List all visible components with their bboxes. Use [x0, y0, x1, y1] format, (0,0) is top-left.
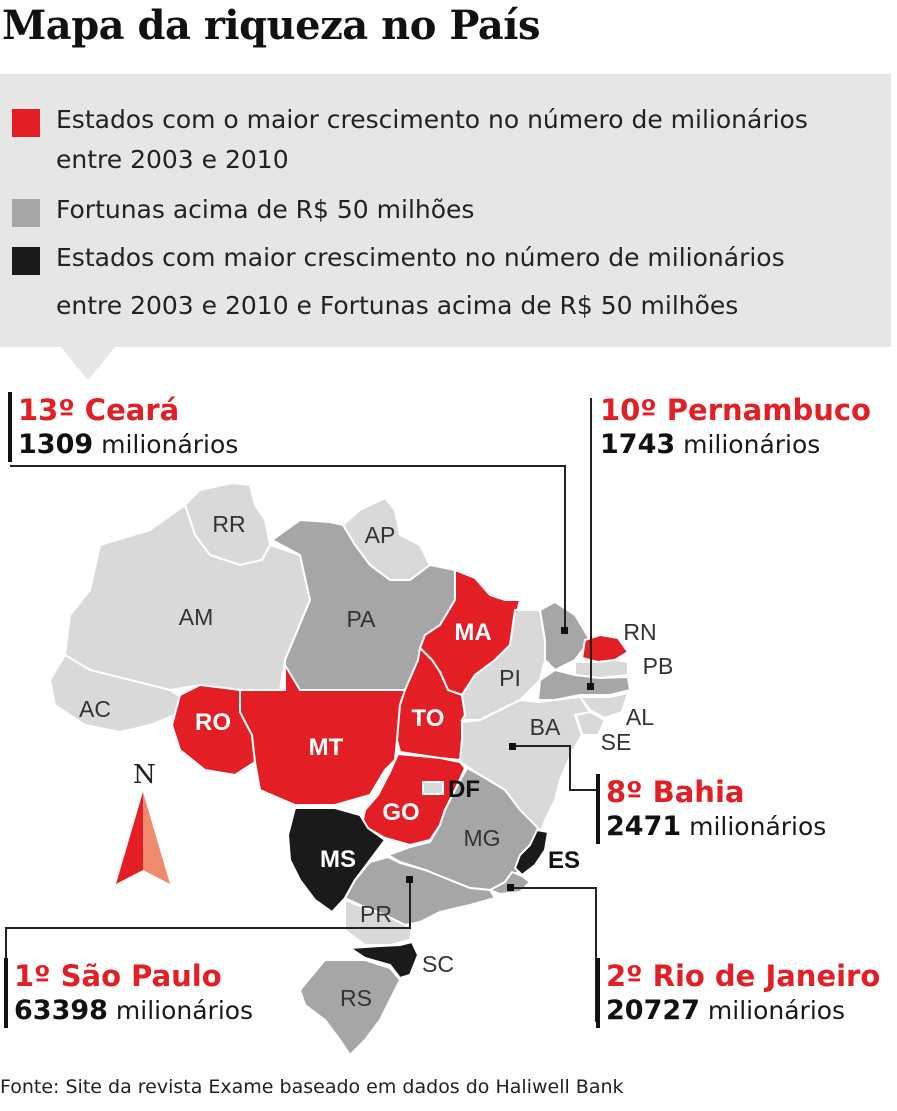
compass-label: N [133, 760, 156, 790]
legend-item-both: Estados com maior crescimento no número … [12, 243, 785, 326]
state-RN [580, 633, 630, 664]
callout-ceara-rank: 13º Ceará [18, 393, 180, 427]
label-TO: TO [412, 705, 445, 732]
label-AC: AC [79, 696, 111, 722]
label-RR: RR [212, 511, 245, 537]
callout-rio-number: 20727 [606, 995, 700, 1026]
state-labels-dark: DF ES [448, 776, 580, 874]
callout-sao-paulo-unit: milionários [115, 996, 254, 1025]
source-note: Fonte: Site da revista Exame baseado em … [0, 1076, 624, 1098]
legend-swatch-red [12, 109, 40, 137]
legend-swatch-black [12, 247, 40, 275]
callout-pernambuco-rank: 10º Pernambuco [600, 393, 871, 427]
callout-bahia-rank: 8º Bahia [606, 775, 745, 809]
legend-label-both: Estados com maior crescimento no número … [56, 243, 785, 320]
callout-ceara-unit: milionários [101, 430, 239, 459]
legend-pointer [60, 346, 116, 380]
label-PA: PA [347, 606, 377, 632]
callout-sao-paulo-number: 63398 [14, 995, 108, 1026]
callout-ceara: 13º Ceará 1309 milionários [8, 392, 238, 462]
state-labels: RR AP AM PA AC PI RN PB AL SE BA MG PR S… [79, 511, 673, 1011]
legend-label-growth: Estados com o maior crescimento no númer… [56, 105, 808, 174]
label-ES: ES [548, 847, 580, 874]
label-SE: SE [601, 729, 632, 755]
leader-ceara [10, 465, 566, 630]
state-SC [346, 940, 420, 980]
label-SC: SC [422, 951, 454, 977]
callout-ceara-number: 1309 [18, 429, 94, 460]
label-MT: MT [309, 734, 344, 761]
state-RS [298, 959, 402, 1057]
callout-sao-paulo-rank: 1º São Paulo [14, 959, 222, 993]
legend-swatch-gray [12, 199, 40, 227]
label-AM: AM [179, 604, 214, 630]
legend-panel: Estados com o maior crescimento no númer… [0, 74, 891, 347]
north-arrow-icon [116, 792, 170, 884]
legend-label-fortune: Fortunas acima de R$ 50 milhões [56, 195, 475, 224]
label-RO: RO [195, 709, 231, 736]
page-title: Mapa da riqueza no País [2, 2, 540, 49]
legend-item-growth: Estados com o maior crescimento no númer… [12, 105, 808, 180]
state-AM [63, 503, 312, 692]
callout-bahia-unit: milionários [689, 812, 827, 841]
label-AL: AL [626, 704, 654, 730]
callout-bahia-number: 2471 [606, 811, 682, 842]
label-GO: GO [382, 799, 419, 826]
state-PR [344, 898, 414, 946]
callout-rio-unit: milionários [707, 996, 846, 1025]
callout-pernambuco-number: 1743 [600, 429, 676, 460]
label-MG: MG [463, 825, 500, 851]
label-RN: RN [623, 619, 656, 645]
leader-bahia [512, 745, 596, 791]
state-SP [343, 855, 497, 927]
leader-rio [510, 887, 597, 1022]
label-MS: MS [320, 846, 356, 873]
label-PB: PB [643, 653, 674, 679]
callout-sao-paulo: 1º São Paulo 63398 milionários [4, 958, 253, 1028]
label-RS: RS [340, 985, 372, 1011]
leader-dots [406, 627, 594, 891]
label-DF: DF [448, 776, 480, 803]
label-PR: PR [360, 901, 392, 927]
legend-item-fortune: Fortunas acima de R$ 50 milhões [12, 195, 474, 230]
state-CE [538, 600, 592, 672]
state-AL [577, 691, 630, 720]
label-MA: MA [454, 619, 491, 646]
callout-pernambuco: 10º Pernambuco 1743 milionários [592, 392, 871, 462]
callout-pernambuco-unit: milionários [683, 430, 821, 459]
callout-rio-rank: 2º Rio de Janeiro [606, 959, 881, 993]
label-AP: AP [365, 522, 396, 548]
label-PI: PI [499, 665, 521, 691]
callout-rio: 2º Rio de Janeiro 20727 milionários [596, 958, 880, 1028]
callout-bahia: 8º Bahia 2471 milionários [596, 774, 826, 844]
label-BA: BA [530, 714, 561, 740]
state-labels-bold: MA TO RO MT GO MS [195, 619, 492, 873]
state-DF [422, 781, 444, 795]
